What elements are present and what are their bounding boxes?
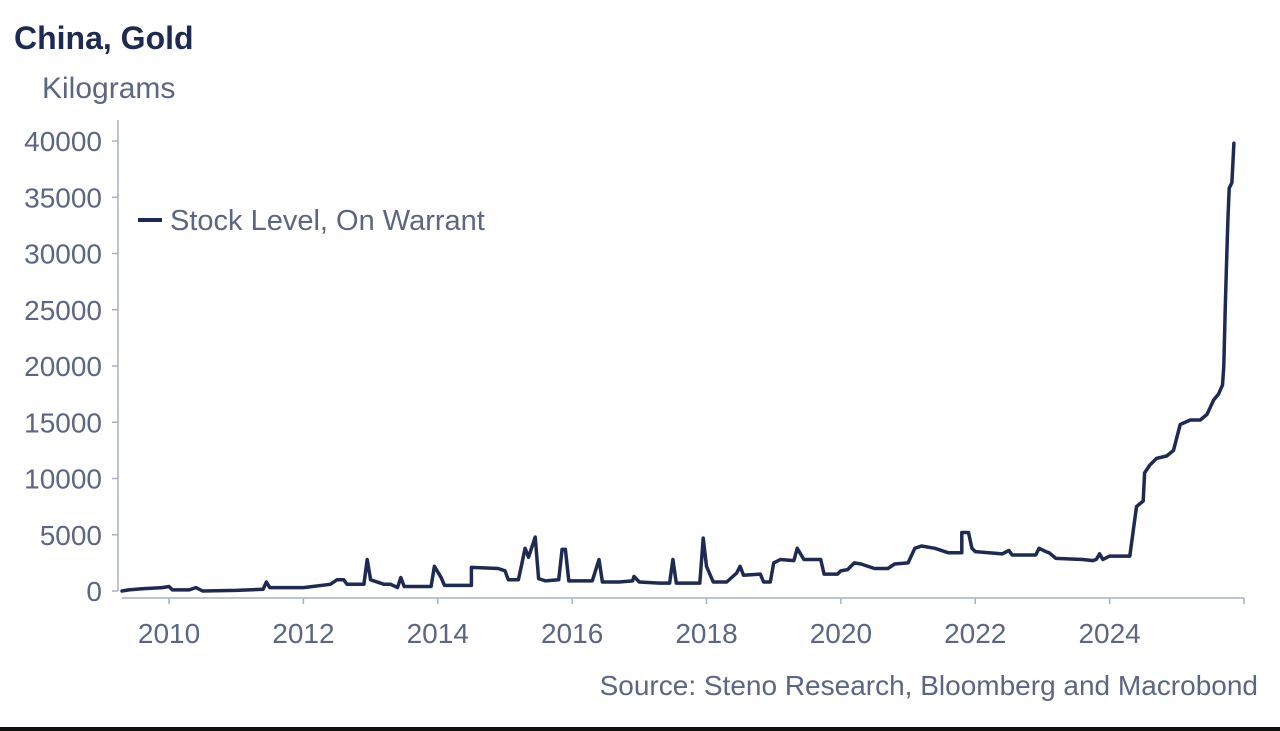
series-layer xyxy=(120,141,1236,593)
x-tick-label: 2016 xyxy=(541,618,603,649)
y-tick-label: 25000 xyxy=(24,295,102,326)
x-tick-label: 2020 xyxy=(810,618,872,649)
y-tick-label: 15000 xyxy=(24,407,102,438)
x-tick-label: 2012 xyxy=(272,618,334,649)
series-line xyxy=(120,141,1236,593)
x-tick-label: 2010 xyxy=(138,618,200,649)
legend: Stock Level, On Warrant xyxy=(138,205,485,237)
y-tick-label: 0 xyxy=(86,576,102,607)
y-tick-label: 30000 xyxy=(24,239,102,270)
y-tick-label: 10000 xyxy=(24,464,102,495)
x-tick-label: 2022 xyxy=(944,618,1006,649)
x-tick-label: 2024 xyxy=(1078,618,1140,649)
y-axis-unit-label: Kilograms xyxy=(42,72,176,105)
bottom-border xyxy=(0,727,1280,731)
y-tick-label: 5000 xyxy=(40,520,102,551)
x-tick-label: 2018 xyxy=(675,618,737,649)
legend-label: Stock Level, On Warrant xyxy=(170,205,485,237)
y-tick-label: 20000 xyxy=(24,351,102,382)
x-axis: 2010 2012 2014 2016 2018 2020 2022 2024 xyxy=(122,597,1245,649)
x-tick-label: 2014 xyxy=(407,618,469,649)
chart-title: China, Gold xyxy=(14,20,194,56)
y-axis: 0 5000 10000 15000 20000 25000 30000 35000 40000 xyxy=(24,120,119,607)
y-tick-label: 40000 xyxy=(24,126,102,157)
y-tick-label: 35000 xyxy=(24,182,102,213)
source-note: Source: Steno Research, Bloomberg and Ma… xyxy=(599,670,1258,701)
